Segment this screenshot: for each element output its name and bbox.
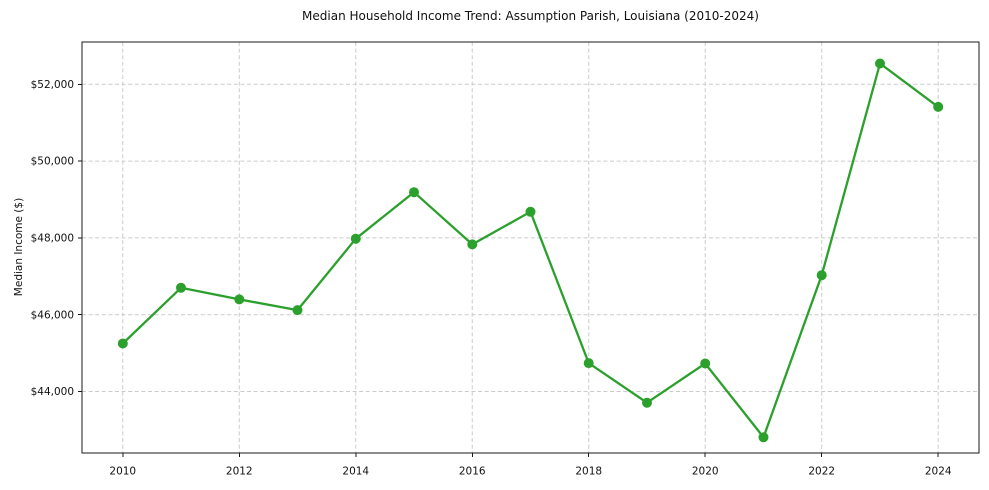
data-point-2023 bbox=[875, 58, 885, 69]
x-tick-label: 2010 bbox=[109, 466, 136, 478]
x-tick-label: 2014 bbox=[342, 466, 369, 478]
y-axis-title: Median Income ($) bbox=[13, 197, 25, 297]
data-point-2012 bbox=[234, 294, 245, 305]
data-point-2020 bbox=[700, 358, 711, 369]
data-point-2015 bbox=[409, 187, 419, 198]
y-tick-label: $44,000 bbox=[31, 386, 74, 398]
x-tick-label: 2016 bbox=[459, 466, 486, 478]
plot-border bbox=[81, 41, 980, 454]
y-tick-label: $50,000 bbox=[31, 156, 74, 168]
y-tick-label: $48,000 bbox=[31, 232, 74, 244]
data-point-2010 bbox=[117, 338, 128, 349]
data-point-2021 bbox=[758, 432, 769, 443]
data-point-2022 bbox=[816, 270, 827, 281]
y-tick-label: $52,000 bbox=[31, 79, 74, 91]
data-point-2024 bbox=[933, 101, 944, 112]
data-point-2017 bbox=[525, 206, 536, 217]
data-point-2013 bbox=[292, 305, 303, 316]
data-point-2018 bbox=[583, 358, 594, 369]
data-point-2014 bbox=[350, 233, 361, 244]
x-tick-label: 2018 bbox=[575, 466, 602, 478]
chart-title: Median Household Income Trend: Assumptio… bbox=[302, 9, 759, 23]
data-point-2011 bbox=[176, 282, 186, 293]
y-tick-label: $46,000 bbox=[31, 309, 74, 321]
x-tick-label: 2022 bbox=[808, 466, 835, 478]
data-point-2019 bbox=[642, 397, 652, 408]
x-tick-label: 2020 bbox=[692, 466, 719, 478]
x-tick-label: 2024 bbox=[925, 466, 952, 478]
data-point-2016 bbox=[467, 239, 478, 250]
income-trend-line bbox=[121, 62, 940, 439]
x-tick-label: 2012 bbox=[226, 466, 253, 478]
